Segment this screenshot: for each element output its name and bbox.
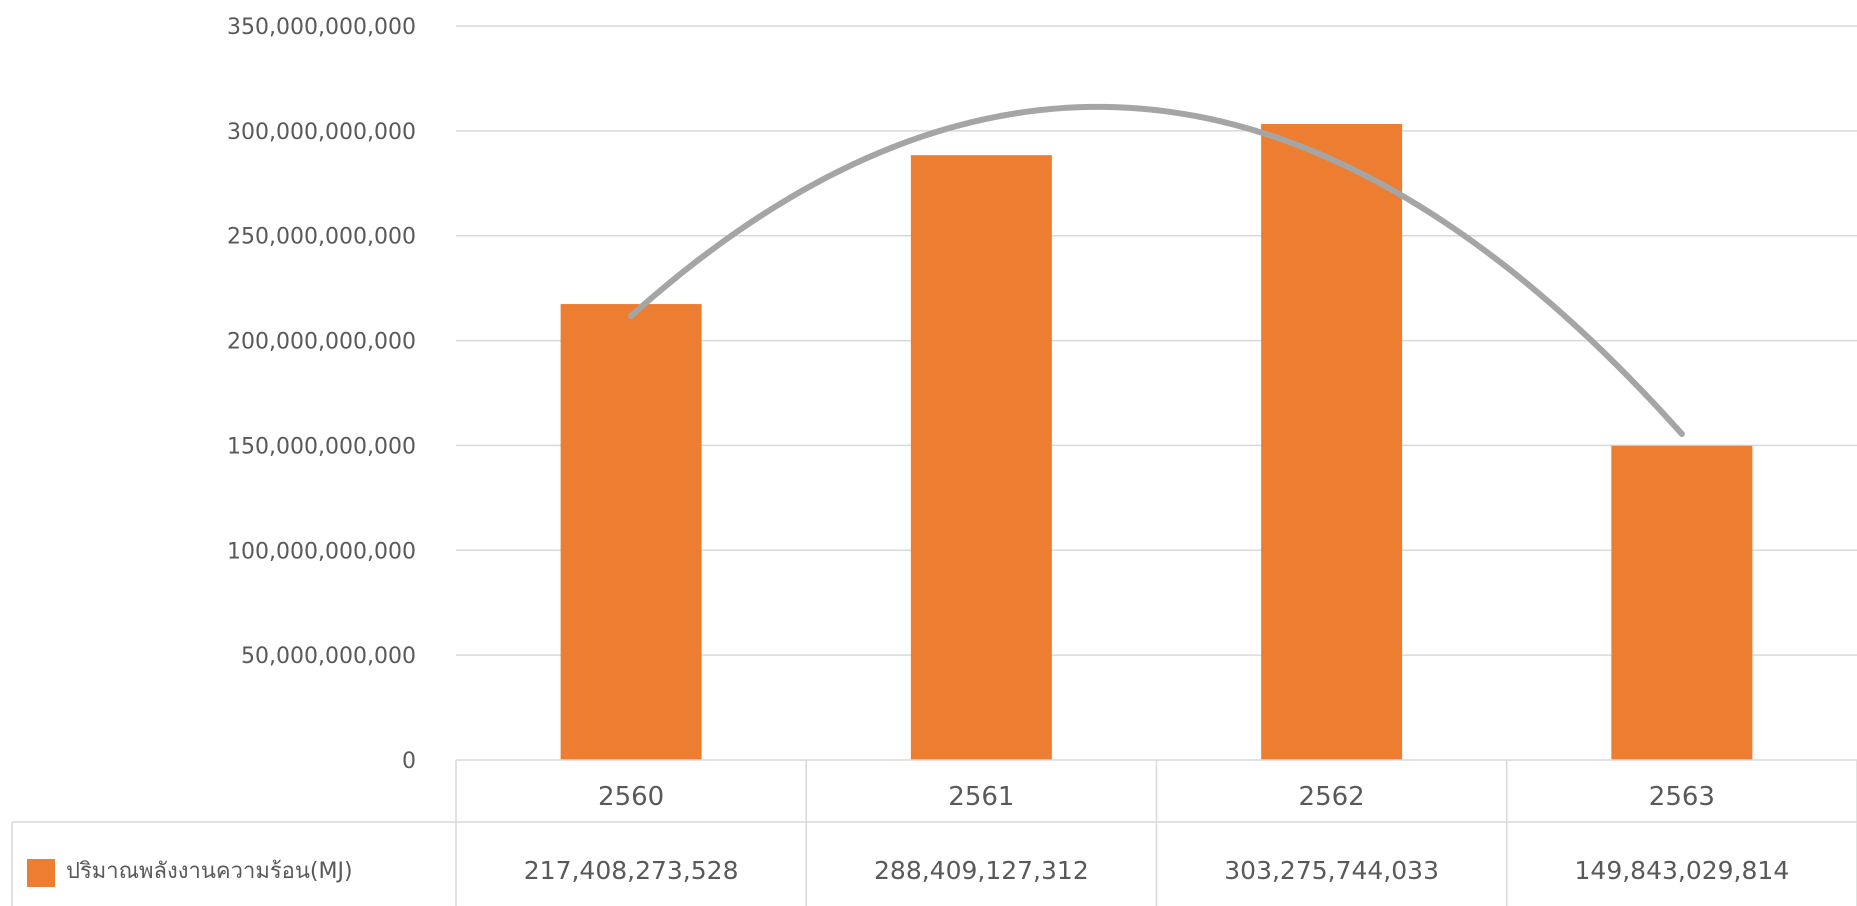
y-tick-label: 50,000,000,000 — [241, 644, 416, 669]
trendline — [628, 103, 1685, 437]
bar-2561 — [910, 155, 1052, 760]
legend-series-name: ปริมาณพลังงานความร้อน(MJ) — [66, 859, 353, 884]
y-tick-label: 350,000,000,000 — [227, 15, 416, 40]
y-tick-label: 100,000,000,000 — [227, 539, 416, 564]
y-tick-label: 200,000,000,000 — [227, 330, 416, 355]
data-table-value: 217,408,273,528 — [524, 856, 739, 885]
y-tick-label: 300,000,000,000 — [227, 120, 416, 145]
category-label: 2561 — [948, 782, 1014, 812]
data-table-value: 288,409,127,312 — [874, 856, 1089, 885]
data-table: 2560 2561 2562 2563 217,408,273,528 288,409,1… — [11, 759, 1857, 906]
data-table-value: 149,843,029,814 — [1575, 856, 1790, 885]
category-label: 2562 — [1299, 782, 1365, 812]
y-tick-label: 150,000,000,000 — [227, 434, 416, 459]
y-axis-ticks: 0 50,000,000,000 100,000,000,000 150,000,00… — [227, 15, 416, 774]
data-table-value: 303,275,744,033 — [1224, 856, 1439, 885]
legend-swatch — [27, 859, 55, 887]
bar-2560 — [560, 304, 702, 760]
bars — [560, 123, 1753, 761]
y-tick-label: 0 — [402, 749, 416, 774]
bar-2563 — [1611, 445, 1753, 760]
y-tick-label: 250,000,000,000 — [227, 225, 416, 250]
category-label: 2560 — [598, 782, 664, 812]
category-label: 2563 — [1649, 782, 1715, 812]
bar-2562 — [1261, 123, 1403, 761]
trendline-layer — [628, 103, 1685, 437]
